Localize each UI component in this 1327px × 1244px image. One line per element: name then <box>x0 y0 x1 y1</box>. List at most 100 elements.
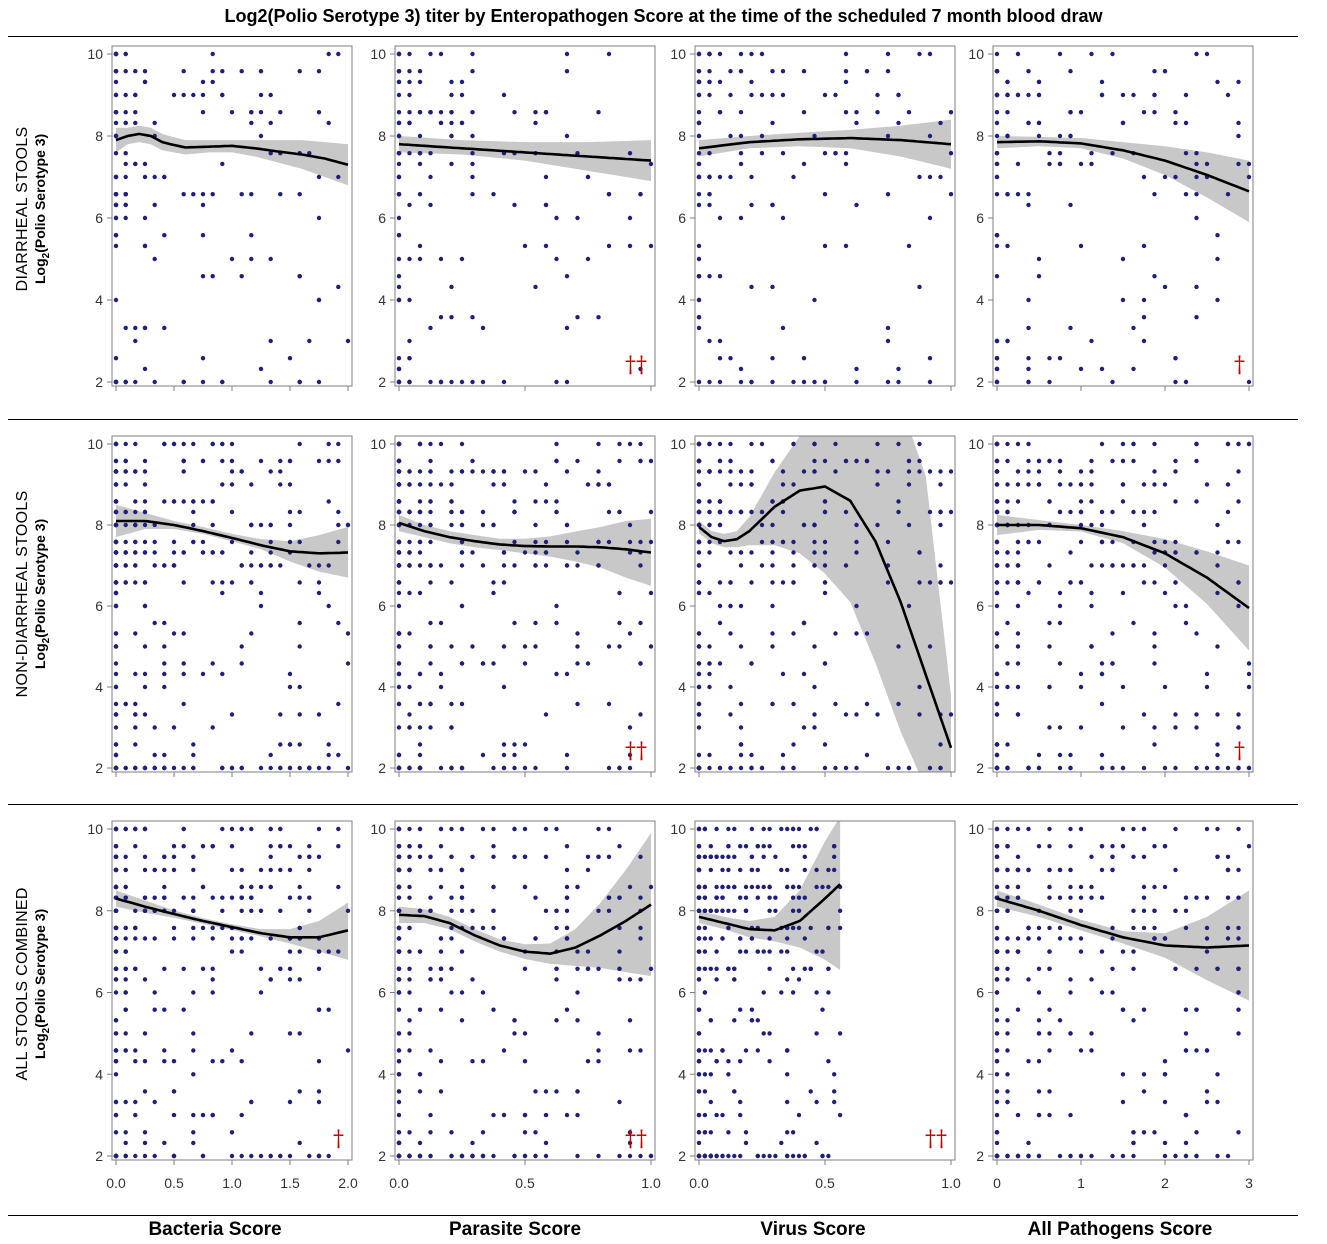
data-point <box>1089 603 1094 609</box>
data-point <box>470 1153 475 1159</box>
data-point <box>994 884 1000 890</box>
data-point <box>738 603 744 609</box>
data-point <box>491 661 496 666</box>
data-point <box>638 563 643 568</box>
data-point <box>438 867 444 873</box>
data-point <box>113 1112 119 1118</box>
data-point <box>417 509 423 515</box>
data-point <box>702 966 708 971</box>
data-point <box>249 256 254 262</box>
data-point <box>994 580 1000 585</box>
data-point <box>707 644 712 649</box>
data-point <box>875 522 880 528</box>
data-point <box>396 580 402 585</box>
data-point <box>316 966 322 971</box>
y-tick-label: 2 <box>95 1148 103 1164</box>
data-point <box>191 1112 196 1118</box>
data-point <box>1036 765 1042 771</box>
data-point <box>268 826 273 832</box>
data-point <box>142 826 148 832</box>
fit-line <box>698 883 841 932</box>
data-point <box>812 469 817 474</box>
data-point <box>480 661 486 666</box>
data-point <box>564 765 570 771</box>
data-point <box>770 499 775 504</box>
data-point <box>407 539 412 545</box>
data-point <box>1162 590 1168 596</box>
data-point <box>396 1153 402 1159</box>
data-point <box>133 110 138 115</box>
data-point <box>596 469 601 474</box>
data-point <box>1236 867 1241 873</box>
data-point <box>702 826 708 832</box>
data-point <box>113 458 119 464</box>
data-point <box>833 441 838 447</box>
data-point <box>512 742 517 747</box>
y-tick-label: 4 <box>378 292 386 308</box>
data-point <box>617 949 622 954</box>
data-point <box>738 215 744 221</box>
data-point <box>1015 499 1021 504</box>
data-point <box>181 192 186 197</box>
data-point <box>702 1130 708 1135</box>
data-point <box>191 936 196 941</box>
data-point <box>133 522 138 528</box>
data-point <box>249 580 254 585</box>
data-point <box>606 644 612 649</box>
data-point <box>696 522 702 528</box>
data-point <box>512 202 517 208</box>
data-point <box>417 69 423 74</box>
data-point <box>181 469 186 474</box>
data-point <box>1047 379 1052 385</box>
fit-line <box>398 903 652 956</box>
data-point <box>1173 908 1178 913</box>
data-point <box>316 110 322 115</box>
data-point <box>1057 1018 1063 1023</box>
data-point <box>1194 51 1199 57</box>
data-point <box>113 701 119 707</box>
data-point <box>113 174 119 180</box>
x-tick-label: 1.0 <box>222 1175 242 1191</box>
data-point <box>767 895 772 900</box>
data-point <box>249 826 254 832</box>
data-point <box>1047 844 1052 849</box>
data-point <box>749 284 754 290</box>
data-point <box>396 233 402 238</box>
data-point <box>1152 509 1157 515</box>
data-point <box>1068 990 1073 995</box>
data-point <box>268 92 273 98</box>
data-point <box>533 539 538 545</box>
data-point <box>822 151 828 156</box>
data-point <box>767 908 772 913</box>
data-point <box>191 522 196 528</box>
data-point <box>1078 110 1084 115</box>
y-tick-label: 6 <box>378 985 386 1001</box>
data-point <box>1068 826 1073 832</box>
data-point <box>438 884 444 890</box>
data-point <box>575 550 580 555</box>
data-point <box>113 590 119 596</box>
data-point <box>1047 563 1052 568</box>
data-point <box>1152 539 1157 545</box>
data-point <box>749 482 754 487</box>
data-point <box>428 469 433 474</box>
data-point <box>906 482 912 487</box>
data-point <box>1026 297 1031 303</box>
data-point <box>708 1018 713 1023</box>
data-point <box>596 854 601 859</box>
data-point <box>696 133 702 139</box>
data-point <box>707 661 712 666</box>
data-point <box>162 765 167 771</box>
data-point <box>268 867 273 873</box>
data-point <box>822 742 828 747</box>
data-point <box>268 151 273 156</box>
data-point <box>1078 366 1084 372</box>
data-point <box>994 826 1000 832</box>
data-point <box>123 1048 128 1053</box>
significance-marker: † <box>1234 353 1245 378</box>
data-point <box>278 482 283 487</box>
data-point <box>696 274 702 279</box>
data-point <box>133 925 138 931</box>
data-point <box>1162 1153 1168 1159</box>
